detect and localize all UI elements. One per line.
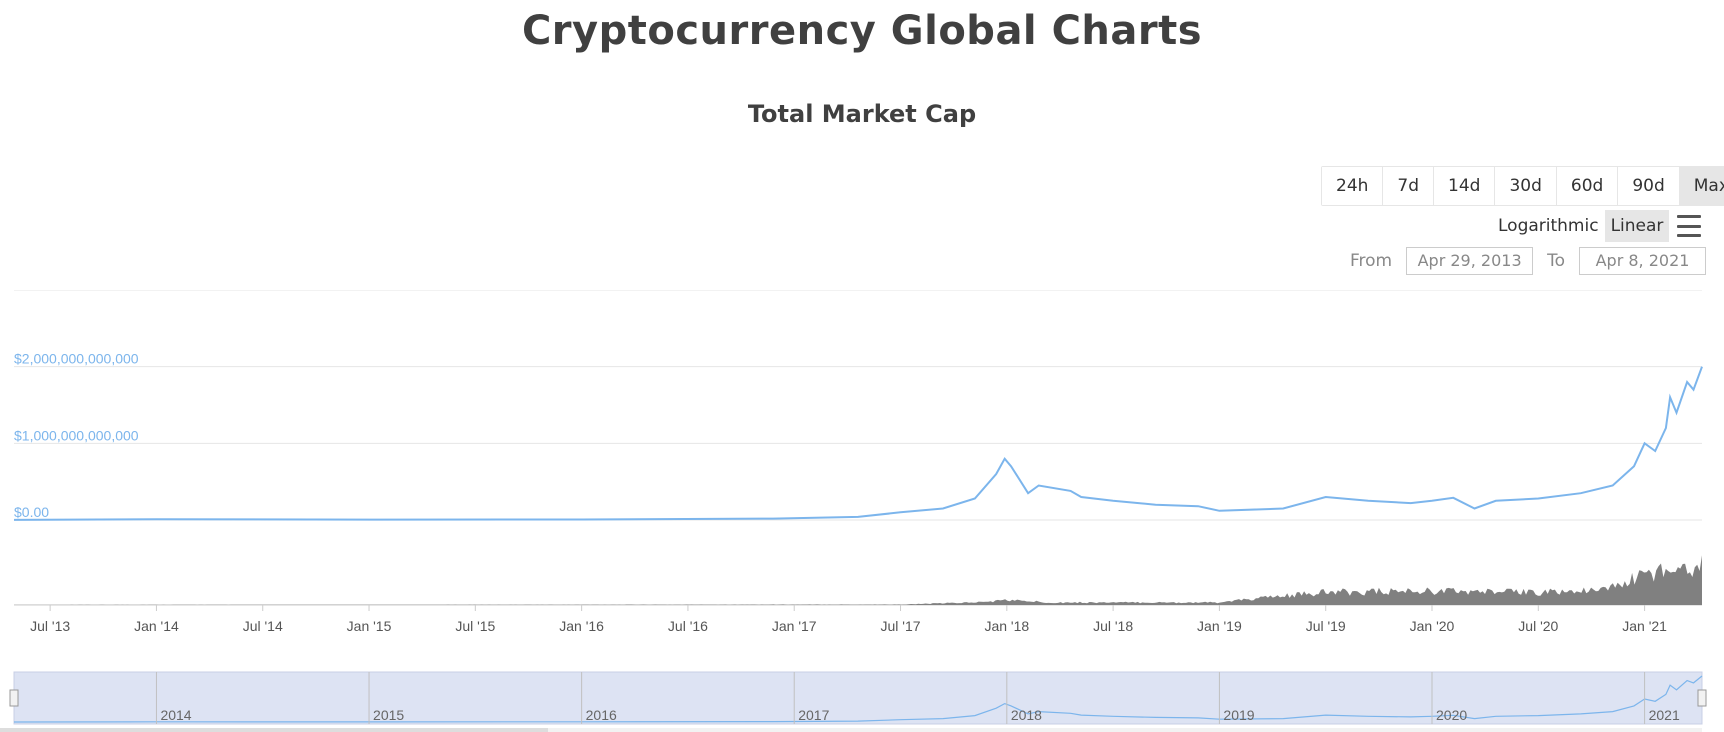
x-tick-label: Jan '18 <box>984 618 1029 634</box>
navigator-right-handle[interactable] <box>1697 689 1707 707</box>
x-tick-label: Jul '13 <box>30 618 70 634</box>
x-tick-label: Jul '15 <box>455 618 495 634</box>
y-tick-label: $2,000,000,000,000 <box>14 351 139 367</box>
x-tick-label: Jan '19 <box>1197 618 1242 634</box>
navigator-year-label: 2019 <box>1223 707 1254 723</box>
from-date-input[interactable] <box>1406 247 1534 275</box>
page-title: Cryptocurrency Global Charts <box>521 8 1203 54</box>
scrollbar-thumb[interactable] <box>0 728 548 732</box>
navigator-year-label: 2021 <box>1649 707 1680 723</box>
scrollbar-track <box>14 728 1702 732</box>
x-tick-label: Jul '17 <box>881 618 921 634</box>
x-tick-label: Jul '18 <box>1093 618 1133 634</box>
x-tick-label: Jul '14 <box>243 618 283 634</box>
range-selector: 24h 7d 14d 30d 60d 90d Max <box>1321 166 1724 206</box>
range-30d-button[interactable]: 30d <box>1495 167 1557 205</box>
y-tick-label: $0.00 <box>14 504 49 520</box>
navigator-year-label: 2018 <box>1011 707 1042 723</box>
navigator-left-handle[interactable] <box>9 689 19 707</box>
x-tick-label: Jan '21 <box>1622 618 1667 634</box>
to-date-input[interactable] <box>1579 247 1707 275</box>
range-60d-button[interactable]: 60d <box>1556 167 1619 205</box>
chart-title: Total Market Cap <box>747 100 977 128</box>
x-tick-label: Jan '14 <box>134 618 179 634</box>
date-range: From To <box>1350 247 1720 275</box>
market-cap-chart: $3,000,000,000,000$2,000,000,000,000$1,0… <box>0 290 1707 732</box>
range-90d-button[interactable]: 90d <box>1618 167 1680 205</box>
navigator-year-label: 2016 <box>586 707 617 723</box>
x-tick-label: Jul '16 <box>668 618 708 634</box>
y-tick-label: $1,000,000,000,000 <box>14 427 139 443</box>
market-cap-line <box>13 366 1703 521</box>
range-7d-button[interactable]: 7d <box>1383 167 1435 205</box>
navigator-year-label: 2017 <box>798 707 829 723</box>
logarithmic-button[interactable]: Logarithmic <box>1498 216 1599 236</box>
x-tick-label: Jan '20 <box>1410 618 1455 634</box>
range-max-button[interactable]: Max <box>1679 167 1724 205</box>
x-tick-label: Jul '19 <box>1306 618 1346 634</box>
navigator-year-label: 2020 <box>1436 707 1467 723</box>
scale-selector: Logarithmic Linear <box>1492 210 1702 242</box>
volume-area <box>14 555 1702 605</box>
navigator-year-label: 2014 <box>160 707 191 723</box>
navigator-line <box>13 675 1703 723</box>
linear-button[interactable]: Linear <box>1604 210 1670 242</box>
range-14d-button[interactable]: 14d <box>1434 167 1496 205</box>
from-label: From <box>1350 251 1393 271</box>
to-label: To <box>1547 251 1566 271</box>
range-24h-button[interactable]: 24h <box>1322 167 1384 205</box>
x-tick-label: Jan '16 <box>559 618 604 634</box>
x-tick-label: Jan '17 <box>772 618 817 634</box>
x-tick-label: Jul '20 <box>1518 618 1558 634</box>
navigator-year-label: 2015 <box>373 707 404 723</box>
hamburger-menu-icon[interactable] <box>1677 215 1702 237</box>
x-tick-label: Jan '15 <box>347 618 392 634</box>
